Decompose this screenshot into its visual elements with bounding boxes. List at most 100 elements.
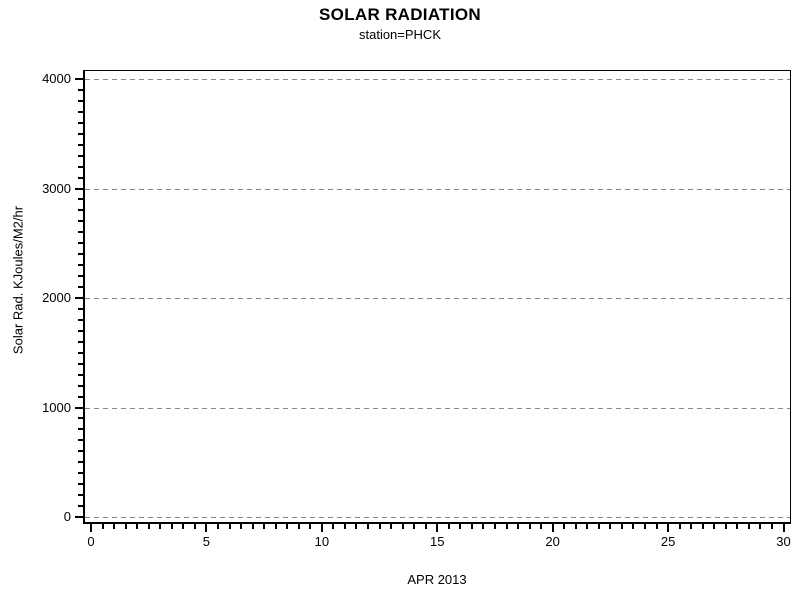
- y-tick-label: 3000: [42, 180, 71, 196]
- x-minor-tick: [574, 524, 577, 529]
- y-minor-tick: [78, 461, 83, 464]
- x-minor-tick: [620, 524, 623, 529]
- x-minor-tick: [493, 524, 496, 529]
- y-axis-title: Solar Rad. KJoules/M2/hr: [10, 205, 26, 355]
- x-tick-label: 5: [202, 534, 211, 549]
- x-minor-tick: [124, 524, 127, 529]
- y-minor-tick: [78, 395, 83, 398]
- x-tick-label: 10: [314, 534, 330, 549]
- x-minor-tick: [101, 524, 104, 529]
- y-minor-tick: [78, 110, 83, 113]
- x-minor-tick: [632, 524, 635, 529]
- y-minor-tick: [78, 154, 83, 157]
- x-minor-tick: [770, 524, 773, 529]
- x-minor-tick: [424, 524, 427, 529]
- x-minor-tick: [274, 524, 277, 529]
- y-minor-tick: [78, 198, 83, 201]
- y-minor-tick: [78, 99, 83, 102]
- x-minor-tick: [286, 524, 289, 529]
- gridline-y-3000: [85, 188, 790, 190]
- x-minor-tick: [355, 524, 358, 529]
- x-minor-tick: [367, 524, 369, 529]
- x-minor-tick: [159, 524, 162, 529]
- x-tick-label: 0: [87, 534, 95, 549]
- y-minor-tick: [78, 494, 83, 497]
- x-tick-label: 25: [660, 534, 676, 549]
- x-major-tick: [90, 524, 92, 532]
- y-minor-tick: [78, 439, 83, 442]
- x-minor-tick: [736, 524, 739, 529]
- chart-title: SOLAR RADIATION: [319, 5, 481, 24]
- y-tick-label: 1000: [42, 399, 71, 415]
- y-minor-tick: [78, 329, 83, 332]
- x-major-tick: [667, 524, 670, 532]
- x-minor-tick: [540, 524, 543, 529]
- y-minor-tick: [78, 132, 83, 135]
- x-major-tick: [782, 524, 785, 532]
- gridline-y-0: [85, 517, 790, 518]
- y-minor-tick: [78, 505, 83, 508]
- x-minor-tick: [136, 524, 139, 529]
- x-tick-label: 30: [776, 534, 791, 549]
- y-major-tick: [75, 406, 83, 409]
- y-minor-tick: [78, 242, 83, 245]
- y-major-tick: [75, 516, 83, 518]
- y-minor-tick: [78, 417, 83, 420]
- x-minor-tick: [251, 524, 254, 529]
- x-minor-tick: [678, 524, 681, 529]
- plot-area: [83, 70, 791, 524]
- y-minor-tick: [78, 428, 83, 431]
- x-minor-tick: [563, 524, 566, 529]
- x-minor-tick: [609, 524, 612, 529]
- y-major-tick: [75, 187, 83, 190]
- y-minor-tick: [78, 264, 83, 267]
- x-minor-tick: [447, 524, 450, 529]
- x-minor-tick: [193, 524, 196, 529]
- x-minor-tick: [644, 524, 646, 529]
- x-minor-tick: [147, 524, 150, 529]
- y-minor-tick: [78, 472, 83, 475]
- y-minor-tick: [78, 307, 83, 310]
- x-minor-tick: [701, 524, 704, 529]
- x-minor-tick: [747, 524, 750, 529]
- x-minor-tick: [390, 524, 393, 529]
- y-minor-tick: [78, 286, 83, 289]
- y-minor-tick: [78, 143, 83, 146]
- x-minor-tick: [517, 524, 520, 529]
- y-minor-tick: [78, 373, 83, 376]
- x-minor-tick: [297, 524, 300, 529]
- x-minor-tick: [263, 524, 266, 529]
- y-minor-tick: [78, 340, 83, 343]
- y-major-tick: [75, 78, 83, 80]
- y-major-tick: [75, 297, 83, 299]
- x-minor-tick: [459, 524, 462, 529]
- x-minor-tick: [170, 524, 173, 529]
- x-minor-tick: [401, 524, 404, 529]
- y-tick-label: 2000: [42, 290, 71, 305]
- y-minor-tick: [78, 275, 83, 278]
- y-minor-tick: [78, 165, 83, 168]
- y-minor-tick: [78, 450, 83, 453]
- x-tick-label: 15: [430, 534, 445, 549]
- x-minor-tick: [228, 524, 231, 529]
- x-minor-tick: [759, 524, 762, 529]
- x-minor-tick: [413, 524, 416, 529]
- y-minor-tick: [78, 483, 83, 486]
- x-minor-tick: [182, 524, 185, 529]
- x-major-tick: [205, 524, 208, 532]
- x-minor-tick: [482, 524, 485, 529]
- x-minor-tick: [586, 524, 589, 529]
- x-minor-tick: [597, 524, 600, 529]
- x-minor-tick: [655, 524, 658, 529]
- gridline-y-2000: [85, 298, 790, 299]
- x-minor-tick: [343, 524, 346, 529]
- y-minor-tick: [78, 384, 83, 387]
- x-minor-tick: [528, 524, 531, 529]
- gridline-y-1000: [85, 407, 790, 409]
- x-axis-title: APR 2013: [407, 572, 467, 587]
- y-minor-tick: [78, 209, 83, 212]
- y-minor-tick: [78, 318, 83, 321]
- y-minor-tick: [78, 176, 83, 179]
- x-minor-tick: [240, 524, 243, 529]
